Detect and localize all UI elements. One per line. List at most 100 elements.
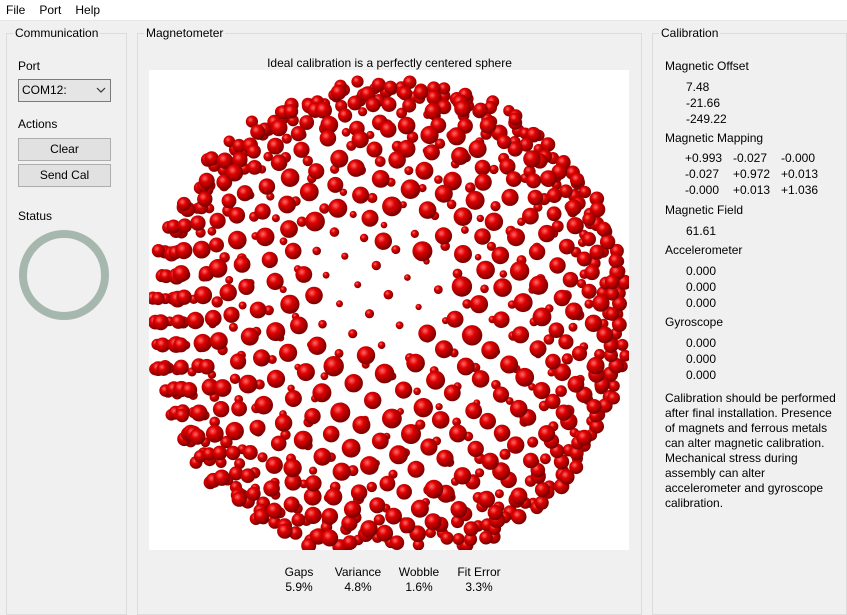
sphere-point (225, 445, 241, 461)
clear-button[interactable]: Clear (18, 138, 111, 161)
sphere-point (280, 294, 300, 314)
sphere-point (451, 276, 473, 297)
sphere-point (382, 408, 402, 429)
sphere-point (356, 346, 376, 365)
sphere-point (475, 468, 485, 478)
sphere-point (424, 102, 442, 120)
sphere-point (465, 402, 483, 420)
sphere-point-cloud (146, 75, 632, 555)
sphere-point (576, 429, 593, 446)
sphere-point (278, 195, 296, 214)
sphere-point (559, 184, 573, 198)
sphere-point (299, 182, 319, 202)
menu-file[interactable]: File (6, 3, 26, 17)
sphere-point (249, 301, 267, 319)
stat-gaps-label: Gaps (284, 565, 314, 579)
sphere-point (349, 210, 357, 219)
sphere-point (320, 372, 329, 381)
sphere-point (329, 227, 340, 237)
sphere-point (578, 185, 592, 199)
sphere-point (388, 151, 406, 169)
magnetometer-plot[interactable] (146, 70, 632, 555)
sphere-point (283, 458, 302, 478)
sphere-point (592, 294, 610, 312)
sphere-point (449, 424, 467, 443)
sphere-point (245, 115, 258, 128)
sphere-point (293, 141, 310, 158)
sphere-point (231, 400, 247, 417)
stat-fit-error-value: 3.3% (465, 580, 493, 594)
menu-port[interactable]: Port (39, 3, 62, 17)
sphere-point (582, 212, 596, 226)
sphere-point (479, 530, 493, 545)
communication-panel: Communication Port COM12: Actions Clear … (6, 26, 127, 615)
sphere-point (319, 129, 337, 147)
sphere-point (312, 246, 321, 256)
sphere-point (511, 326, 530, 344)
sphere-point (309, 466, 318, 475)
sphere-point (277, 523, 293, 539)
sphere-point (219, 283, 237, 302)
port-select[interactable]: COM12: (18, 79, 111, 102)
matrix-row: +0.993 -0.027 -0.000 (685, 150, 829, 166)
magnetic-field-label: Magnetic Field (665, 203, 744, 217)
sphere-point (344, 374, 363, 393)
sphere-point (330, 149, 349, 168)
sphere-point (322, 425, 340, 443)
sphere-point (496, 134, 512, 150)
sphere-point (434, 227, 453, 245)
sphere-point (396, 484, 412, 500)
stat-gaps-value: 5.9% (285, 580, 313, 594)
sphere-point (389, 445, 409, 465)
sphere-point (290, 126, 306, 142)
sphere-point (263, 480, 280, 497)
sphere-point (266, 369, 286, 388)
sphere-point (302, 155, 313, 167)
sphere-point (525, 173, 542, 189)
sphere-point (437, 82, 451, 95)
sphere-point (336, 300, 343, 308)
sphere-point (263, 305, 274, 316)
sphere-point (283, 104, 299, 119)
sphere-point (186, 311, 205, 330)
sphere-point (412, 539, 425, 551)
gyroscope-label: Gyroscope (665, 315, 724, 329)
sphere-point (371, 77, 386, 92)
sphere-point (540, 453, 551, 465)
sphere-point (151, 244, 166, 258)
sphere-point (484, 212, 504, 231)
sphere-point (369, 497, 386, 514)
sphere-point (447, 127, 466, 146)
send-cal-button[interactable]: Send Cal (18, 164, 111, 187)
status-indicator (19, 230, 109, 320)
sphere-point (545, 353, 561, 370)
sphere-point (152, 314, 169, 331)
menu-help[interactable]: Help (75, 3, 101, 17)
sphere-point (569, 460, 584, 475)
sphere-point (247, 160, 262, 175)
sphere-point (461, 325, 483, 346)
sphere-point (404, 166, 414, 176)
sphere-point (343, 500, 362, 518)
stat-variance-value: 4.8% (344, 580, 372, 594)
sphere-point (265, 456, 283, 474)
sphere-point (351, 131, 369, 149)
sphere-point (529, 275, 549, 295)
sphere-point (253, 349, 271, 367)
sphere-point (446, 199, 457, 210)
sphere-point (415, 161, 434, 180)
magnetic-offset-label: Magnetic Offset (665, 59, 749, 73)
sphere-point (350, 484, 368, 501)
sphere-point (205, 424, 224, 443)
sphere-point (528, 243, 546, 261)
sphere-point (198, 172, 215, 189)
sphere-point (605, 287, 619, 301)
offset-y: -21.66 (686, 96, 721, 110)
sphere-point (249, 419, 266, 436)
sphere-point (534, 482, 551, 498)
sphere-point (565, 302, 583, 321)
sphere-point (209, 332, 228, 351)
sphere-point (481, 341, 500, 360)
sphere-point (347, 95, 363, 111)
sphere-point (209, 237, 224, 253)
